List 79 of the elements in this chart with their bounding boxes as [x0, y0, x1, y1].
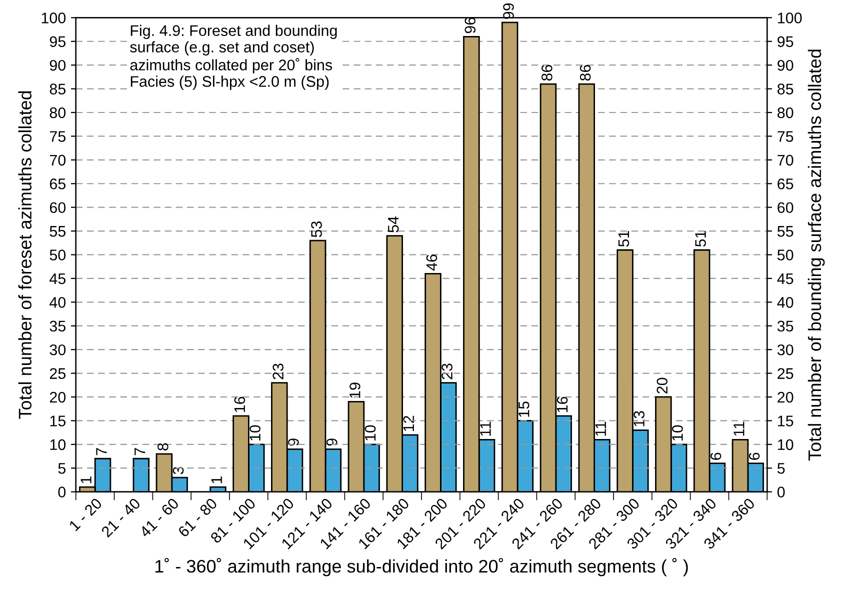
y-tick-label: 55: [50, 226, 66, 237]
y2-tick-label: 60: [778, 202, 794, 214]
y2-tick-label: 40: [777, 297, 794, 308]
y2-tick-label: 90: [778, 60, 794, 71]
y-tick-label: 100: [42, 12, 66, 24]
annotation: Fig. 4.9: Foreset and bounding surface (e.g. set and coset) azimuths collated per 20˚ bins Facies (5) Sl-hpx <2.0 m (Sp): [130, 24, 337, 90]
y2-tick-label: 15: [778, 416, 794, 426]
data-label: 20: [656, 378, 668, 394]
y-tick-label: 75: [50, 131, 66, 142]
y2-tick-label: 75: [778, 131, 794, 142]
y2-tick-label: 50: [777, 250, 794, 260]
y2-tick-label: 95: [778, 36, 794, 48]
x-tick-label: 1 - 20: [68, 497, 103, 532]
y2-tick-label: 85: [778, 84, 794, 94]
data-label: 11: [595, 422, 606, 436]
data-label: 10: [672, 425, 683, 440]
y-tick-label: 40: [50, 297, 66, 308]
y2-axis-title: Total number of bounding surface azimuths collated: [808, 50, 825, 461]
data-label: 16: [556, 396, 568, 412]
y2-tick-label: 100: [778, 12, 802, 24]
y-tick-label: 80: [50, 107, 66, 118]
y-tick-label: 0: [58, 486, 66, 498]
data-label: 96: [464, 18, 476, 34]
x-tick-label: 21 - 40: [100, 497, 141, 538]
data-label: 12: [403, 416, 414, 431]
data-label: 1: [80, 476, 92, 484]
y2-tick-label: 30: [777, 344, 794, 356]
y-tick-label: 35: [50, 320, 66, 332]
x-tick-label: 41 - 60: [138, 497, 180, 538]
y-tick-label: 20: [50, 392, 66, 403]
y-axis-title: Total number of foreset azimuths collated: [18, 91, 32, 419]
data-label: 11: [734, 422, 744, 436]
y2-tick-label: 25: [778, 368, 794, 379]
y-tick-label: 85: [50, 84, 66, 94]
y2-tick-label: 0: [777, 486, 785, 498]
data-label: 6: [748, 452, 760, 460]
y2-tick-label: 65: [778, 178, 794, 190]
y-tick-label: 5: [58, 463, 66, 474]
y2-tick-label: 70: [778, 154, 794, 166]
y-tick-label: 70: [50, 154, 66, 166]
data-label: 86: [580, 64, 591, 81]
data-label: 10: [364, 425, 376, 440]
data-label: 16: [234, 396, 246, 412]
y-tick-label: 10: [50, 439, 66, 450]
data-label: 23: [442, 364, 452, 380]
data-label: 19: [349, 382, 360, 398]
y2-tick-label: 55: [777, 226, 794, 237]
y2-tick-label: 5: [777, 463, 785, 474]
data-label: 7: [96, 448, 107, 456]
y-tick-label: 30: [50, 344, 66, 356]
y-tick-label: 15: [50, 416, 66, 426]
y2-tick-label: 20: [778, 392, 794, 403]
y-tick-label: 60: [50, 202, 66, 214]
data-label: 6: [710, 452, 722, 460]
data-label: 54: [388, 216, 399, 232]
y-tick-label: 25: [50, 368, 66, 379]
y-tick-label: 95: [50, 36, 66, 48]
data-label: 8: [157, 443, 168, 450]
y-tick-label: 65: [50, 178, 66, 190]
y2-tick-label: 35: [777, 320, 794, 332]
data-label: 11: [480, 422, 491, 436]
y-tick-label: 90: [50, 60, 66, 71]
data-label: 10: [250, 425, 260, 440]
y-tick-label: 45: [50, 273, 66, 284]
x-axis-title: 1˚ - 360˚ azimuth range sub-divided into 20˚ azimuth segments ( ˚ ): [155, 558, 688, 576]
y2-tick-label: 80: [778, 107, 794, 118]
data-label: 51: [618, 230, 630, 247]
data-label: 15: [518, 402, 530, 417]
data-label: 46: [426, 254, 438, 271]
y-tick-label: 50: [50, 250, 66, 260]
data-label: 51: [695, 230, 706, 247]
data-label: 86: [542, 64, 552, 81]
data-label: 53: [311, 221, 322, 238]
data-label: 1: [211, 476, 222, 484]
y2-tick-label: 10: [778, 439, 794, 450]
data-label: 13: [634, 411, 644, 426]
data-label: 23: [272, 364, 284, 380]
data-label: 7: [134, 448, 146, 456]
y2-tick-label: 45: [777, 273, 794, 284]
